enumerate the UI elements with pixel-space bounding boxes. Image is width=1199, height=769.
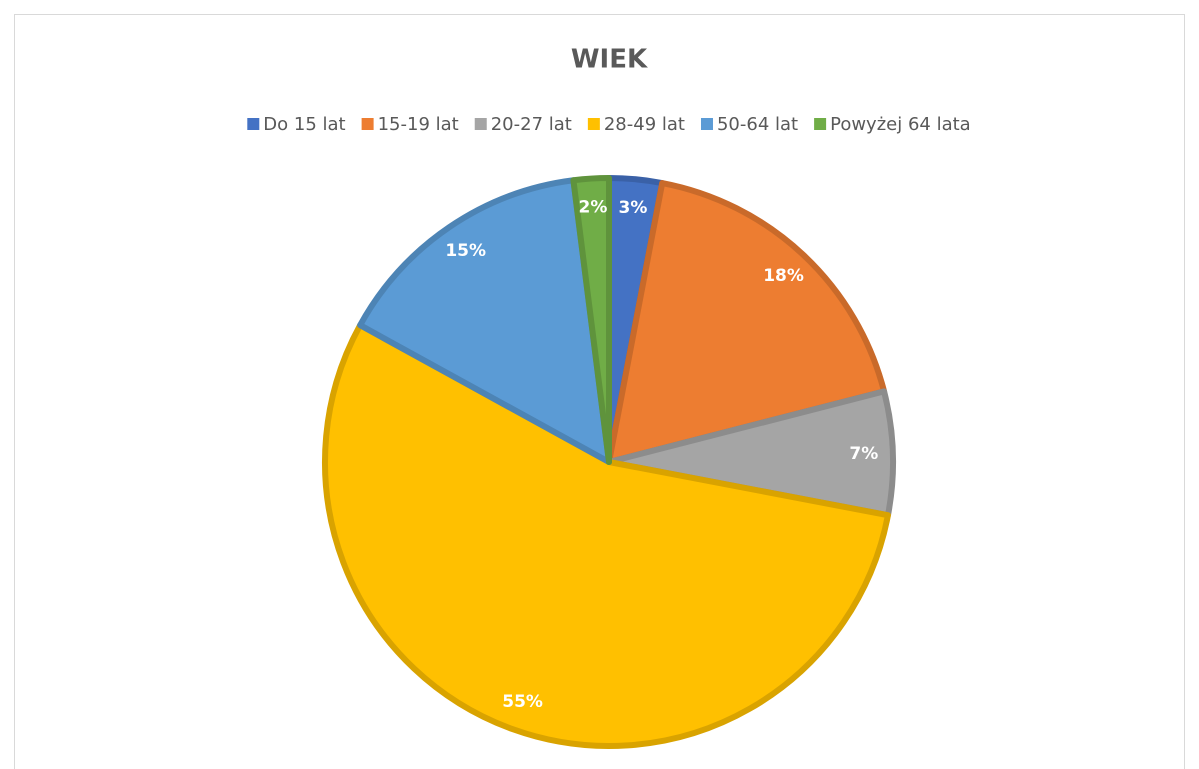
legend-swatch xyxy=(247,118,260,130)
data-label: 7% xyxy=(849,444,878,464)
legend-label: 15-19 lat xyxy=(378,114,459,135)
pie-slice xyxy=(570,175,612,465)
chart-title: WIEK xyxy=(571,45,648,75)
legend: Do 15 lat 15-19 lat 20-27 lat 28-49 lat 50-6… xyxy=(247,114,971,135)
legend-label: Powyżej 64 lata xyxy=(830,114,971,135)
data-label: 3% xyxy=(619,198,648,218)
legend-swatch xyxy=(700,118,713,130)
data-label: 55% xyxy=(502,692,543,712)
legend-label: Do 15 lat xyxy=(263,114,345,135)
legend-swatch xyxy=(587,118,600,130)
pie-slice xyxy=(606,180,888,465)
legend-swatch xyxy=(814,118,827,130)
legend-label: 20-27 lat xyxy=(491,114,572,135)
data-label: 15% xyxy=(445,241,486,261)
pie-slice xyxy=(357,177,612,465)
legend-swatch xyxy=(474,118,487,130)
legend-label: 28-49 lat xyxy=(604,114,685,135)
pie-slice xyxy=(322,322,891,749)
data-label: 2% xyxy=(579,198,608,218)
data-label: 18% xyxy=(763,266,804,286)
legend-swatch xyxy=(361,118,374,130)
legend-label: 50-64 lat xyxy=(717,114,798,135)
